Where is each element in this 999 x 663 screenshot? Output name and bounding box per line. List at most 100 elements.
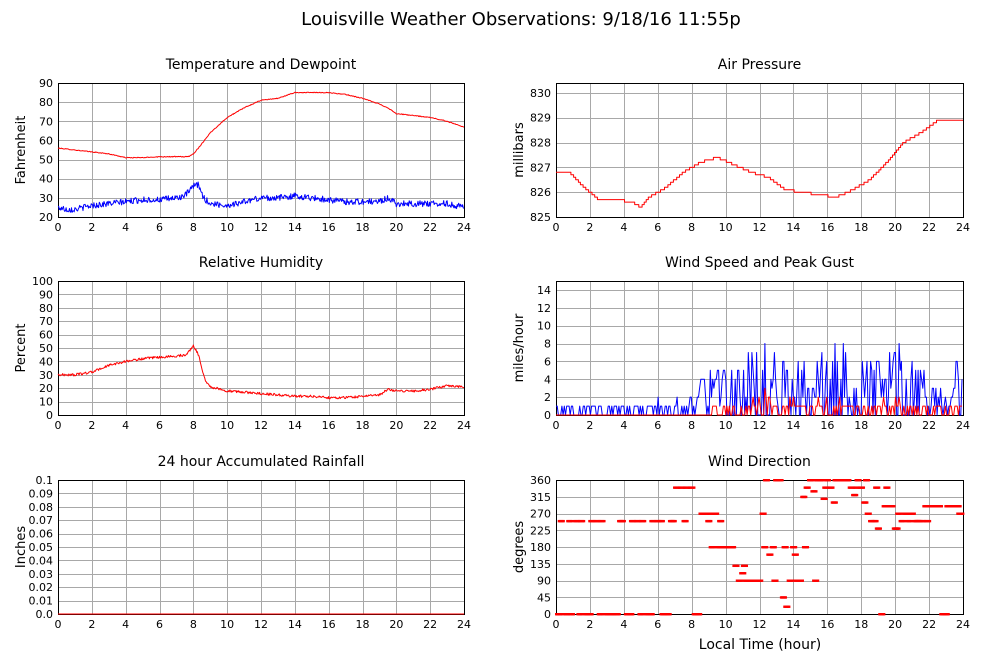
x-tick-label: 14: [288, 221, 302, 234]
wind-direction-point: [643, 519, 647, 523]
x-tick-label: 10: [220, 419, 234, 432]
x-tick-label: 0: [553, 419, 560, 432]
x-tick-label: 12: [254, 221, 268, 234]
wind-direction-point: [857, 486, 860, 489]
y-tick-label: 828: [530, 137, 551, 150]
humidity-series-line: [57, 344, 464, 400]
y-tick-label: 40: [39, 173, 53, 186]
wind-direction-point: [825, 497, 828, 501]
x-tick-label: 20: [888, 419, 902, 432]
wind-direction-point: [581, 613, 584, 616]
y-tick-label: 135: [530, 558, 551, 571]
wind-direction-point: [847, 479, 850, 482]
x-tick-label: 14: [288, 419, 302, 432]
x-tick-label: 18: [854, 419, 868, 432]
x-tick-label: 18: [356, 221, 370, 234]
y-tick-label: 0.08: [29, 501, 54, 514]
wind-direction-point: [618, 613, 621, 616]
temp-plot-frame: [58, 83, 465, 218]
y-tick-label: 0.06: [29, 528, 54, 541]
x-tick-label: 18: [356, 419, 370, 432]
y-tick-label: 0.02: [29, 581, 54, 594]
wind-direction-point: [771, 553, 774, 556]
y-tick-label: 50: [39, 342, 53, 355]
wind-direction-point: [877, 486, 881, 489]
y-tick-label: 90: [39, 288, 53, 301]
wind-direction-point: [560, 613, 564, 616]
x-tick-label: 12: [254, 419, 268, 432]
x-tick-label: 12: [753, 221, 767, 234]
y-tick-label: 14: [537, 284, 551, 297]
x-tick-label: 4: [620, 221, 627, 234]
x-tick-label: 18: [854, 221, 868, 234]
x-tick-label: 24: [956, 221, 970, 234]
wind-direction-point: [804, 495, 808, 499]
x-tick-label: 22: [922, 618, 936, 631]
y-tick-label: 0.03: [29, 568, 54, 581]
rain-y-axis-label: Inches: [14, 526, 29, 568]
wind-direction-point: [808, 486, 811, 489]
x-tick-label: 24: [457, 618, 471, 631]
temp-panel: 0 2 4 6 8 10 12 14 16 18 20 22 242030405060708090Tem…: [14, 57, 471, 234]
x-tick-label: 10: [719, 419, 733, 432]
wind-series-line: [556, 343, 963, 416]
y-tick-label: 60: [39, 134, 53, 147]
wind-direction-point: [867, 479, 871, 482]
wind-direction-point: [794, 546, 798, 549]
x-tick-label: 10: [220, 618, 234, 631]
x-tick-label: 2: [88, 419, 95, 432]
humidity-plot-frame: [58, 281, 465, 416]
wind-direction-point: [631, 613, 635, 616]
direction-title: Wind Direction: [708, 454, 811, 470]
y-tick-label: 30: [39, 369, 53, 382]
x-tick-label: 8: [688, 221, 695, 234]
wind-direction-point: [733, 546, 737, 549]
x-tick-label: 18: [854, 618, 868, 631]
temp-series-line: [57, 181, 465, 213]
wind-direction-point: [786, 546, 789, 549]
wind-direction-point: [913, 512, 916, 515]
wind-direction-point: [672, 519, 676, 523]
y-tick-label: 10: [537, 320, 551, 333]
x-tick-label: 22: [423, 221, 437, 234]
wind-direction-point: [776, 579, 779, 582]
pressure-y-axis-label: millibars: [512, 122, 527, 178]
y-tick-label: 225: [530, 524, 551, 537]
wind-direction-point: [821, 479, 825, 482]
x-tick-label: 6: [654, 221, 661, 234]
direction-y-axis-label: degrees: [512, 521, 527, 574]
wind-direction-point: [572, 613, 576, 616]
wind-direction-point: [740, 579, 743, 582]
wind-series-line: [556, 387, 962, 416]
y-tick-label: 0.05: [29, 541, 54, 554]
y-tick-label: 0.1: [36, 474, 54, 487]
x-tick-label: 18: [356, 618, 370, 631]
x-tick-label: 4: [620, 618, 627, 631]
wind-direction-point: [928, 519, 932, 523]
x-tick-label: 6: [156, 618, 163, 631]
y-tick-label: 827: [530, 161, 551, 174]
y-tick-label: 40: [39, 355, 53, 368]
wind-direction-point: [811, 479, 815, 482]
y-tick-label: 4: [544, 373, 551, 386]
wind-direction-point: [611, 613, 615, 616]
wind-direction-point: [721, 519, 725, 523]
x-tick-label: 10: [719, 221, 733, 234]
x-axis-label: Local Time (hour): [699, 637, 821, 653]
wind-direction-point: [855, 493, 859, 497]
x-tick-label: 16: [820, 221, 834, 234]
wind-direction-point: [711, 512, 715, 515]
wind-direction-point: [832, 486, 835, 489]
wind-direction-point: [774, 546, 777, 549]
y-tick-label: 830: [530, 87, 551, 100]
x-tick-label: 6: [156, 419, 163, 432]
wind-direction-point: [788, 605, 791, 608]
wind-direction-point: [713, 546, 716, 549]
x-tick-label: 24: [457, 221, 471, 234]
x-tick-label: 16: [322, 618, 336, 631]
x-tick-label: 20: [888, 221, 902, 234]
y-tick-label: 8: [544, 338, 551, 351]
